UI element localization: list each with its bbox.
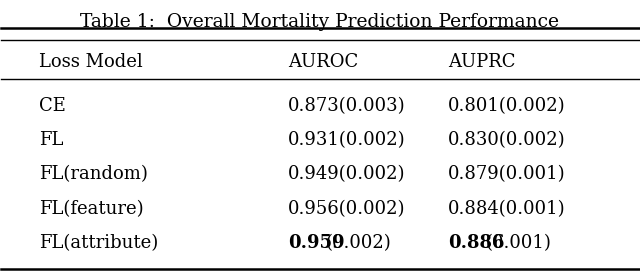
Text: FL(attribute): FL(attribute): [39, 234, 158, 252]
Text: 0.879(0.001): 0.879(0.001): [448, 166, 565, 183]
Text: FL: FL: [39, 131, 63, 149]
Text: Table 1:  Overall Mortality Prediction Performance: Table 1: Overall Mortality Prediction Pe…: [81, 13, 559, 31]
Text: 0.949(0.002): 0.949(0.002): [288, 166, 406, 183]
Text: FL(feature): FL(feature): [39, 200, 143, 218]
Text: (0.001): (0.001): [485, 234, 551, 252]
Text: 0.830(0.002): 0.830(0.002): [448, 131, 565, 149]
Text: AUROC: AUROC: [288, 53, 358, 71]
Text: AUPRC: AUPRC: [448, 53, 515, 71]
Text: 0.959: 0.959: [288, 234, 345, 252]
Text: 0.956(0.002): 0.956(0.002): [288, 200, 406, 218]
Text: FL(random): FL(random): [39, 166, 148, 183]
Text: 0.931(0.002): 0.931(0.002): [288, 131, 406, 149]
Text: 0.801(0.002): 0.801(0.002): [448, 97, 565, 115]
Text: Loss Model: Loss Model: [39, 53, 143, 71]
Text: (0.002): (0.002): [326, 234, 392, 252]
Text: 0.873(0.003): 0.873(0.003): [288, 97, 406, 115]
Text: 0.886: 0.886: [448, 234, 504, 252]
Text: CE: CE: [39, 97, 66, 115]
Text: 0.884(0.001): 0.884(0.001): [448, 200, 565, 218]
